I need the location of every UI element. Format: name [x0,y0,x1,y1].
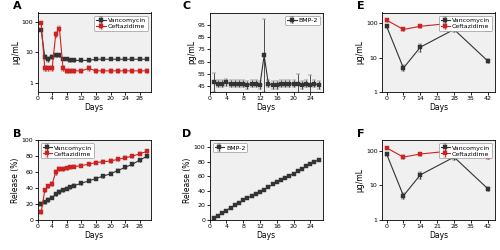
Legend: Vancomycin, Ceftazidime: Vancomycin, Ceftazidime [439,16,492,31]
X-axis label: Days: Days [256,230,276,239]
Text: B: B [12,128,21,138]
Legend: BMP-2: BMP-2 [213,143,247,152]
Legend: Vancomycin, Ceftazidime: Vancomycin, Ceftazidime [94,16,148,31]
Y-axis label: μg/mL: μg/mL [356,40,364,64]
Text: F: F [357,128,364,138]
Text: D: D [182,128,192,138]
X-axis label: Days: Days [429,230,448,239]
Text: C: C [182,1,190,11]
Y-axis label: Release (%): Release (%) [184,158,192,203]
X-axis label: Days: Days [84,230,103,239]
Y-axis label: μg/mL: μg/mL [356,168,364,192]
Text: A: A [12,1,21,11]
Y-axis label: μg/mL: μg/mL [12,40,20,64]
Y-axis label: pg/mL: pg/mL [187,40,196,64]
X-axis label: Days: Days [429,103,448,112]
Legend: BMP-2: BMP-2 [286,16,320,25]
X-axis label: Days: Days [84,103,103,112]
X-axis label: Days: Days [256,103,276,112]
Legend: Vancomycin, Ceftazidime: Vancomycin, Ceftazidime [40,143,94,158]
Text: E: E [357,1,364,11]
Y-axis label: Release (%): Release (%) [12,158,20,203]
Legend: Vancomycin, Ceftazidime: Vancomycin, Ceftazidime [439,143,492,158]
